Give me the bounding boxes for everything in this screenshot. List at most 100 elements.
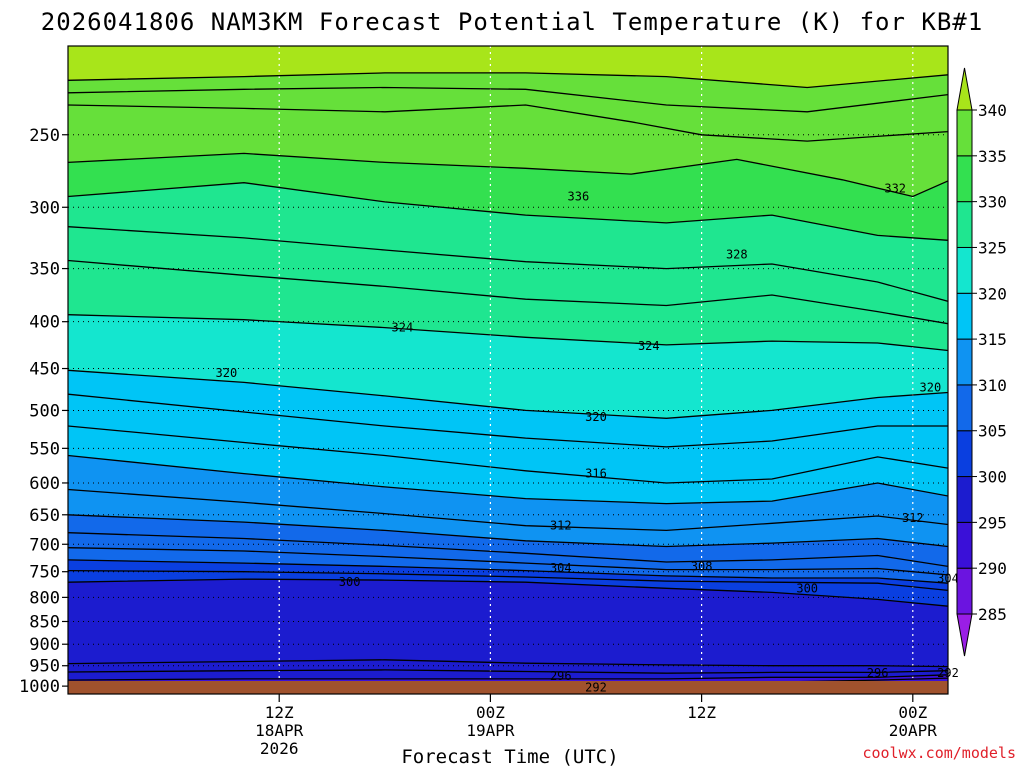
contour-label-316: 316 bbox=[585, 467, 607, 481]
colorbar-box-300 bbox=[956, 430, 973, 478]
colorbar-label-320: 320 bbox=[978, 284, 1007, 303]
ytick-label-650: 650 bbox=[29, 506, 60, 526]
ytick-label-750: 750 bbox=[29, 563, 60, 583]
colorbar-label-300: 300 bbox=[978, 468, 1007, 487]
colorbar-label-325: 325 bbox=[978, 238, 1007, 257]
contour-label-320: 320 bbox=[585, 410, 607, 424]
ytick-label-900: 900 bbox=[29, 635, 60, 655]
ytick-label-700: 700 bbox=[29, 535, 60, 555]
contour-label-312: 312 bbox=[550, 519, 572, 533]
contour-label-292: 292 bbox=[585, 681, 607, 695]
ytick-label-950: 950 bbox=[29, 657, 60, 677]
contour-label-336: 336 bbox=[568, 190, 590, 204]
colorbar-box-320 bbox=[956, 246, 973, 294]
contour-label-304: 304 bbox=[550, 561, 572, 575]
plot-frame bbox=[67, 45, 949, 695]
colorbar-cap-bottom bbox=[956, 613, 973, 657]
contour-label-320: 320 bbox=[216, 366, 238, 380]
x-axis-label: Forecast Time (UTC) bbox=[401, 746, 618, 768]
colorbar-label-285: 285 bbox=[978, 605, 1007, 624]
ytick-label-850: 850 bbox=[29, 612, 60, 632]
colorbar-box-315 bbox=[956, 292, 973, 340]
ground-strip bbox=[68, 681, 948, 694]
xtick-label-18-0: 00Z bbox=[476, 703, 505, 722]
xtick-label-6-1: 18APR bbox=[255, 721, 304, 740]
isentrope-326 bbox=[68, 259, 948, 325]
isentrope-320 bbox=[68, 369, 948, 419]
chart-title: 2026041806 NAM3KM Forecast Potential Tem… bbox=[41, 8, 983, 36]
y-axis: 250 300 350 400 450 500 550 600 650 700 750 800 850 9… bbox=[19, 126, 68, 697]
xtick-label-42-1: 20APR bbox=[889, 721, 938, 740]
colorbar-label-340: 340 bbox=[978, 101, 1007, 120]
colorbar-box-290 bbox=[956, 521, 973, 569]
contour-label-324: 324 bbox=[392, 321, 414, 335]
ytick-label-600: 600 bbox=[29, 474, 60, 494]
ytick-label-500: 500 bbox=[29, 401, 60, 421]
xtick-label-6-2: 2026 bbox=[260, 739, 299, 758]
xtick-label-18-1: 19APR bbox=[466, 721, 515, 740]
isentrope-310 bbox=[68, 514, 948, 548]
contour-label-332: 332 bbox=[884, 181, 906, 195]
isentrope-328 bbox=[68, 226, 948, 302]
colorbar-label-335: 335 bbox=[978, 147, 1007, 166]
colorbar-label-315: 315 bbox=[978, 330, 1007, 349]
contour-label-312: 312 bbox=[902, 511, 924, 525]
isentrope-288 bbox=[966, 641, 1024, 690]
colorbar-box-325 bbox=[956, 201, 973, 248]
colorbar-label-310: 310 bbox=[978, 376, 1007, 395]
contour-label-296: 296 bbox=[867, 666, 889, 680]
colorbar-label-290: 290 bbox=[978, 559, 1007, 578]
colorbar-box-295 bbox=[956, 476, 973, 523]
ytick-label-1000: 1000 bbox=[19, 677, 60, 697]
colorbar-label-295: 295 bbox=[978, 513, 1007, 532]
isentrope-290 bbox=[947, 687, 948, 689]
isentrope-314 bbox=[68, 454, 948, 505]
ytick-label-400: 400 bbox=[29, 313, 60, 333]
isentrope-300 bbox=[68, 578, 948, 607]
colorbar: 285 290 295 300 305 310 315 320 325 330 335 340 bbox=[956, 67, 1007, 657]
isentrope-338 bbox=[68, 86, 948, 113]
colorbar-box-310 bbox=[956, 338, 973, 386]
ytick-label-550: 550 bbox=[29, 439, 60, 459]
isentrope-296 bbox=[68, 669, 948, 674]
isentrope-318 bbox=[68, 393, 948, 448]
fill-bands bbox=[68, 46, 948, 694]
colorbar-box-285 bbox=[956, 567, 973, 615]
grid-lines bbox=[68, 46, 948, 694]
isentrope-312 bbox=[68, 488, 948, 532]
plot-area bbox=[68, 46, 1024, 694]
ground-layer bbox=[68, 681, 948, 694]
isentrope-332 bbox=[68, 152, 948, 198]
colorbar-label-305: 305 bbox=[978, 422, 1007, 441]
ytick-label-250: 250 bbox=[29, 126, 60, 146]
contour-label-324: 324 bbox=[638, 339, 660, 353]
ytick-label-300: 300 bbox=[29, 198, 60, 218]
contour-label-296: 296 bbox=[550, 669, 572, 683]
colorbar-box-305 bbox=[956, 384, 973, 432]
contour-label-320: 320 bbox=[920, 381, 942, 395]
colorbar-box-330 bbox=[956, 155, 973, 203]
xtick-label-30-0: 12Z bbox=[687, 703, 716, 722]
contour-label-300: 300 bbox=[796, 581, 818, 595]
contour-label-328: 328 bbox=[726, 248, 748, 262]
isentrope-306 bbox=[68, 547, 948, 576]
isentrope-324 bbox=[68, 314, 948, 352]
credit-link[interactable]: coolwx.com/models bbox=[862, 744, 1016, 762]
isentrope-298 bbox=[68, 659, 948, 668]
ytick-label-350: 350 bbox=[29, 260, 60, 280]
colorbar-cap-top bbox=[956, 67, 973, 111]
contour-label-300: 300 bbox=[339, 575, 361, 589]
ytick-label-450: 450 bbox=[29, 360, 60, 380]
isentrope-316 bbox=[68, 425, 948, 484]
colorbar-box-335 bbox=[956, 109, 973, 157]
contour-label-308: 308 bbox=[691, 559, 713, 573]
isentrope-308 bbox=[68, 532, 948, 568]
isentrope-302 bbox=[68, 569, 948, 592]
ytick-label-800: 800 bbox=[29, 588, 60, 608]
colorbar-label-330: 330 bbox=[978, 193, 1007, 212]
isentrope-294 bbox=[68, 674, 948, 681]
isentrope-304 bbox=[68, 559, 948, 584]
